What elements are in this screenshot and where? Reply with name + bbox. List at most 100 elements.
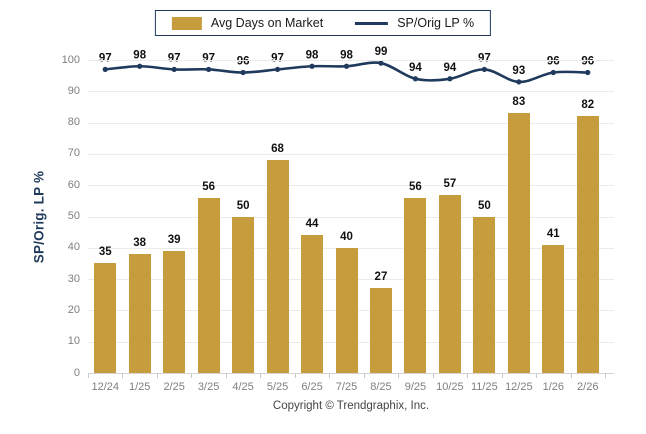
- line-point-marker: [378, 60, 384, 66]
- x-axis-tick-mark: [570, 374, 572, 378]
- y-axis-tick-label: 50: [67, 210, 80, 222]
- gridline: [88, 373, 614, 374]
- y-axis-tick-label: 10: [67, 335, 80, 348]
- x-axis-tick-mark: [329, 374, 331, 378]
- line-point-marker: [516, 79, 522, 85]
- line-point-marker: [240, 69, 246, 76]
- x-axis-tick-label: 6/25: [301, 381, 323, 393]
- x-axis-tick-mark: [363, 374, 365, 378]
- line-value-label: 94: [444, 62, 457, 74]
- y-axis-tick-label: 20: [67, 303, 80, 316]
- avg-days-bar: [94, 263, 117, 373]
- line-point-marker: [343, 63, 350, 69]
- x-axis-tick-label: 7/25: [335, 381, 358, 393]
- line-value-label: 96: [581, 56, 594, 68]
- bar-series-swatch: [171, 16, 202, 30]
- bar-value-label: 44: [305, 218, 319, 231]
- y-axis-tick-label: 40: [67, 241, 80, 254]
- avg-days-bar: [163, 250, 186, 373]
- y-axis-tick-label: 30: [67, 272, 80, 285]
- line-point-marker: [137, 63, 143, 69]
- y-axis-tick-label: 70: [67, 147, 80, 160]
- legend-label-line-series: SP/Orig LP %: [397, 16, 475, 30]
- x-axis-tick-label: 12/25: [505, 381, 533, 393]
- bar-value-label: 57: [443, 177, 457, 190]
- x-axis-tick-label: 12/24: [91, 381, 119, 393]
- bar-value-label: 38: [133, 237, 147, 250]
- x-axis-tick-mark: [536, 374, 538, 378]
- legend: Avg Days on Market SP/Orig LP %: [154, 10, 492, 36]
- x-axis-tick-mark: [260, 374, 262, 378]
- avg-days-bar: [197, 197, 220, 373]
- sp-orig-lp-line: [105, 61, 588, 84]
- y-axis-title: SP/Orig. LP %: [31, 170, 47, 264]
- avg-days-bar: [542, 244, 565, 373]
- x-axis-tick-mark: [501, 374, 503, 378]
- copyright-text: Copyright © Trendgraphix, Inc.: [272, 400, 430, 412]
- x-axis-tick-mark: [605, 374, 606, 378]
- x-axis-tick-label: 11/25: [471, 381, 498, 393]
- x-axis-tick-label: 8/25: [370, 381, 392, 393]
- bar-value-label: 35: [98, 246, 112, 259]
- avg-days-bar: [404, 197, 427, 373]
- line-value-label: 97: [202, 52, 215, 64]
- y-axis-tick-label: 90: [67, 84, 80, 97]
- x-axis-tick-label: 3/25: [197, 381, 220, 393]
- avg-days-bar: [507, 113, 530, 373]
- line-value-label: 93: [512, 65, 525, 77]
- x-axis-tick-mark: [191, 374, 193, 378]
- bar-value-label: 68: [271, 143, 284, 156]
- x-axis-tick-mark: [122, 374, 124, 378]
- line-point-marker: [481, 66, 487, 72]
- line-point-marker: [309, 63, 315, 69]
- gridline: [88, 153, 614, 155]
- avg-days-bar: [335, 247, 358, 373]
- x-axis-tick-mark: [294, 374, 296, 378]
- bar-value-label: 56: [409, 180, 422, 193]
- line-series-swatch: [355, 21, 389, 25]
- y-axis-tick-label: 60: [67, 178, 80, 191]
- x-axis-tick-label: 2/26: [577, 381, 599, 393]
- avg-days-bar: [266, 160, 289, 373]
- bar-value-label: 50: [477, 199, 491, 212]
- y-axis-tick-label: 0: [73, 366, 80, 379]
- x-axis-tick-label: 5/25: [266, 381, 289, 393]
- x-axis-tick-mark: [156, 374, 158, 378]
- x-axis-tick-mark: [398, 374, 400, 378]
- x-axis-tick-label: 1/26: [542, 381, 564, 393]
- line-value-label: 97: [271, 52, 284, 64]
- x-axis-tick-label: 4/25: [232, 381, 254, 393]
- line-value-label: 94: [409, 62, 422, 74]
- line-value-label: 96: [547, 56, 560, 68]
- bar-value-label: 83: [512, 96, 526, 109]
- x-axis-tick-label: 1/25: [128, 381, 151, 393]
- bar-value-label: 40: [340, 230, 353, 243]
- x-axis-tick-mark: [88, 374, 89, 378]
- gridline: [88, 91, 614, 93]
- y-axis-tick-label: 80: [67, 116, 80, 129]
- bar-value-label: 41: [546, 227, 560, 240]
- gridline: [88, 216, 614, 218]
- x-axis-tick-mark: [225, 374, 227, 378]
- x-axis-tick-label: 9/25: [404, 381, 427, 393]
- gridline: [88, 185, 614, 187]
- avg-days-bar: [576, 116, 599, 373]
- bar-value-label: 50: [236, 199, 250, 212]
- x-axis-tick-mark: [467, 374, 469, 378]
- line-point-marker: [102, 66, 108, 72]
- bar-value-label: 39: [167, 233, 181, 246]
- gridline: [88, 122, 614, 124]
- line-point-marker: [585, 69, 591, 76]
- avg-days-bar: [369, 288, 392, 373]
- line-value-label: 99: [375, 46, 388, 58]
- y-axis-tick-label: 100: [61, 53, 80, 66]
- avg-days-bar: [438, 194, 461, 373]
- gridline: [88, 60, 614, 61]
- x-axis-tick-mark: [432, 374, 434, 378]
- avg-days-bar: [232, 216, 255, 373]
- line-point-marker: [206, 66, 212, 72]
- line-point-marker: [171, 66, 177, 72]
- line-point-marker: [550, 69, 556, 76]
- avg-days-bar: [301, 235, 324, 373]
- bar-value-label: 56: [202, 180, 216, 193]
